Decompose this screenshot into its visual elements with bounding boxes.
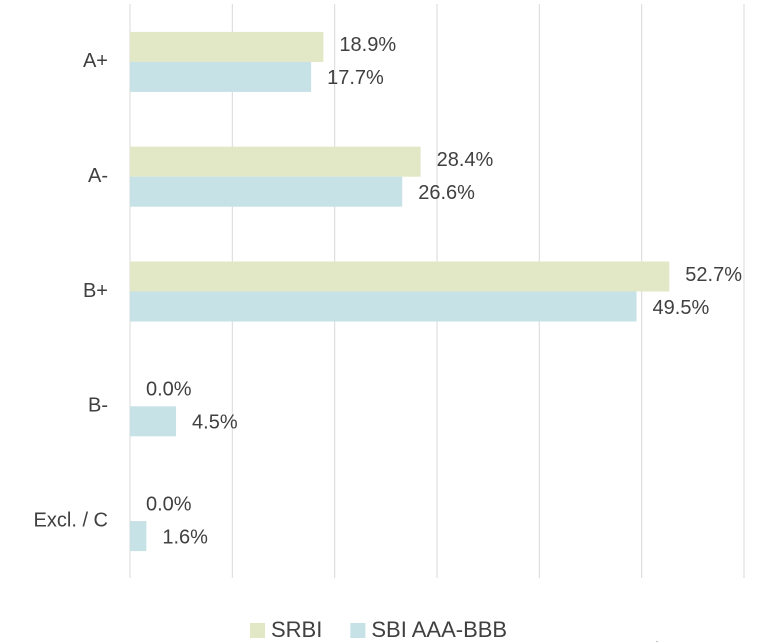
source: Source: Ethos SIX — [590, 639, 705, 642]
y-tick-label: B- — [88, 395, 108, 417]
bar — [130, 176, 403, 207]
legend-swatch — [350, 623, 366, 638]
data-label: 4.5% — [192, 412, 238, 434]
legend-swatch — [250, 623, 265, 638]
legend-label: SBI AAA-BBB — [371, 617, 507, 642]
data-label: 0.0% — [146, 379, 192, 401]
data-label: 1.6% — [162, 526, 208, 548]
data-label: 52.7% — [685, 264, 742, 286]
data-label: 26.6% — [418, 182, 475, 204]
bar — [130, 521, 147, 552]
y-tick-label: Excl. / C — [34, 509, 108, 531]
bar — [130, 146, 421, 177]
data-label: 0.0% — [146, 493, 192, 515]
bar — [130, 261, 670, 292]
y-tick-label: A+ — [83, 50, 108, 72]
data-label: 28.4% — [437, 149, 494, 171]
y-tick-label: B+ — [83, 280, 108, 302]
legend-label: SRBI — [271, 617, 322, 642]
data-label: 18.9% — [339, 34, 396, 56]
data-label: 17.7% — [327, 67, 384, 89]
bar — [130, 406, 177, 437]
bar — [130, 61, 312, 92]
y-tick-label: A- — [88, 165, 108, 187]
data-label: 49.5% — [653, 297, 710, 319]
bar — [130, 31, 324, 62]
bar — [130, 291, 637, 322]
